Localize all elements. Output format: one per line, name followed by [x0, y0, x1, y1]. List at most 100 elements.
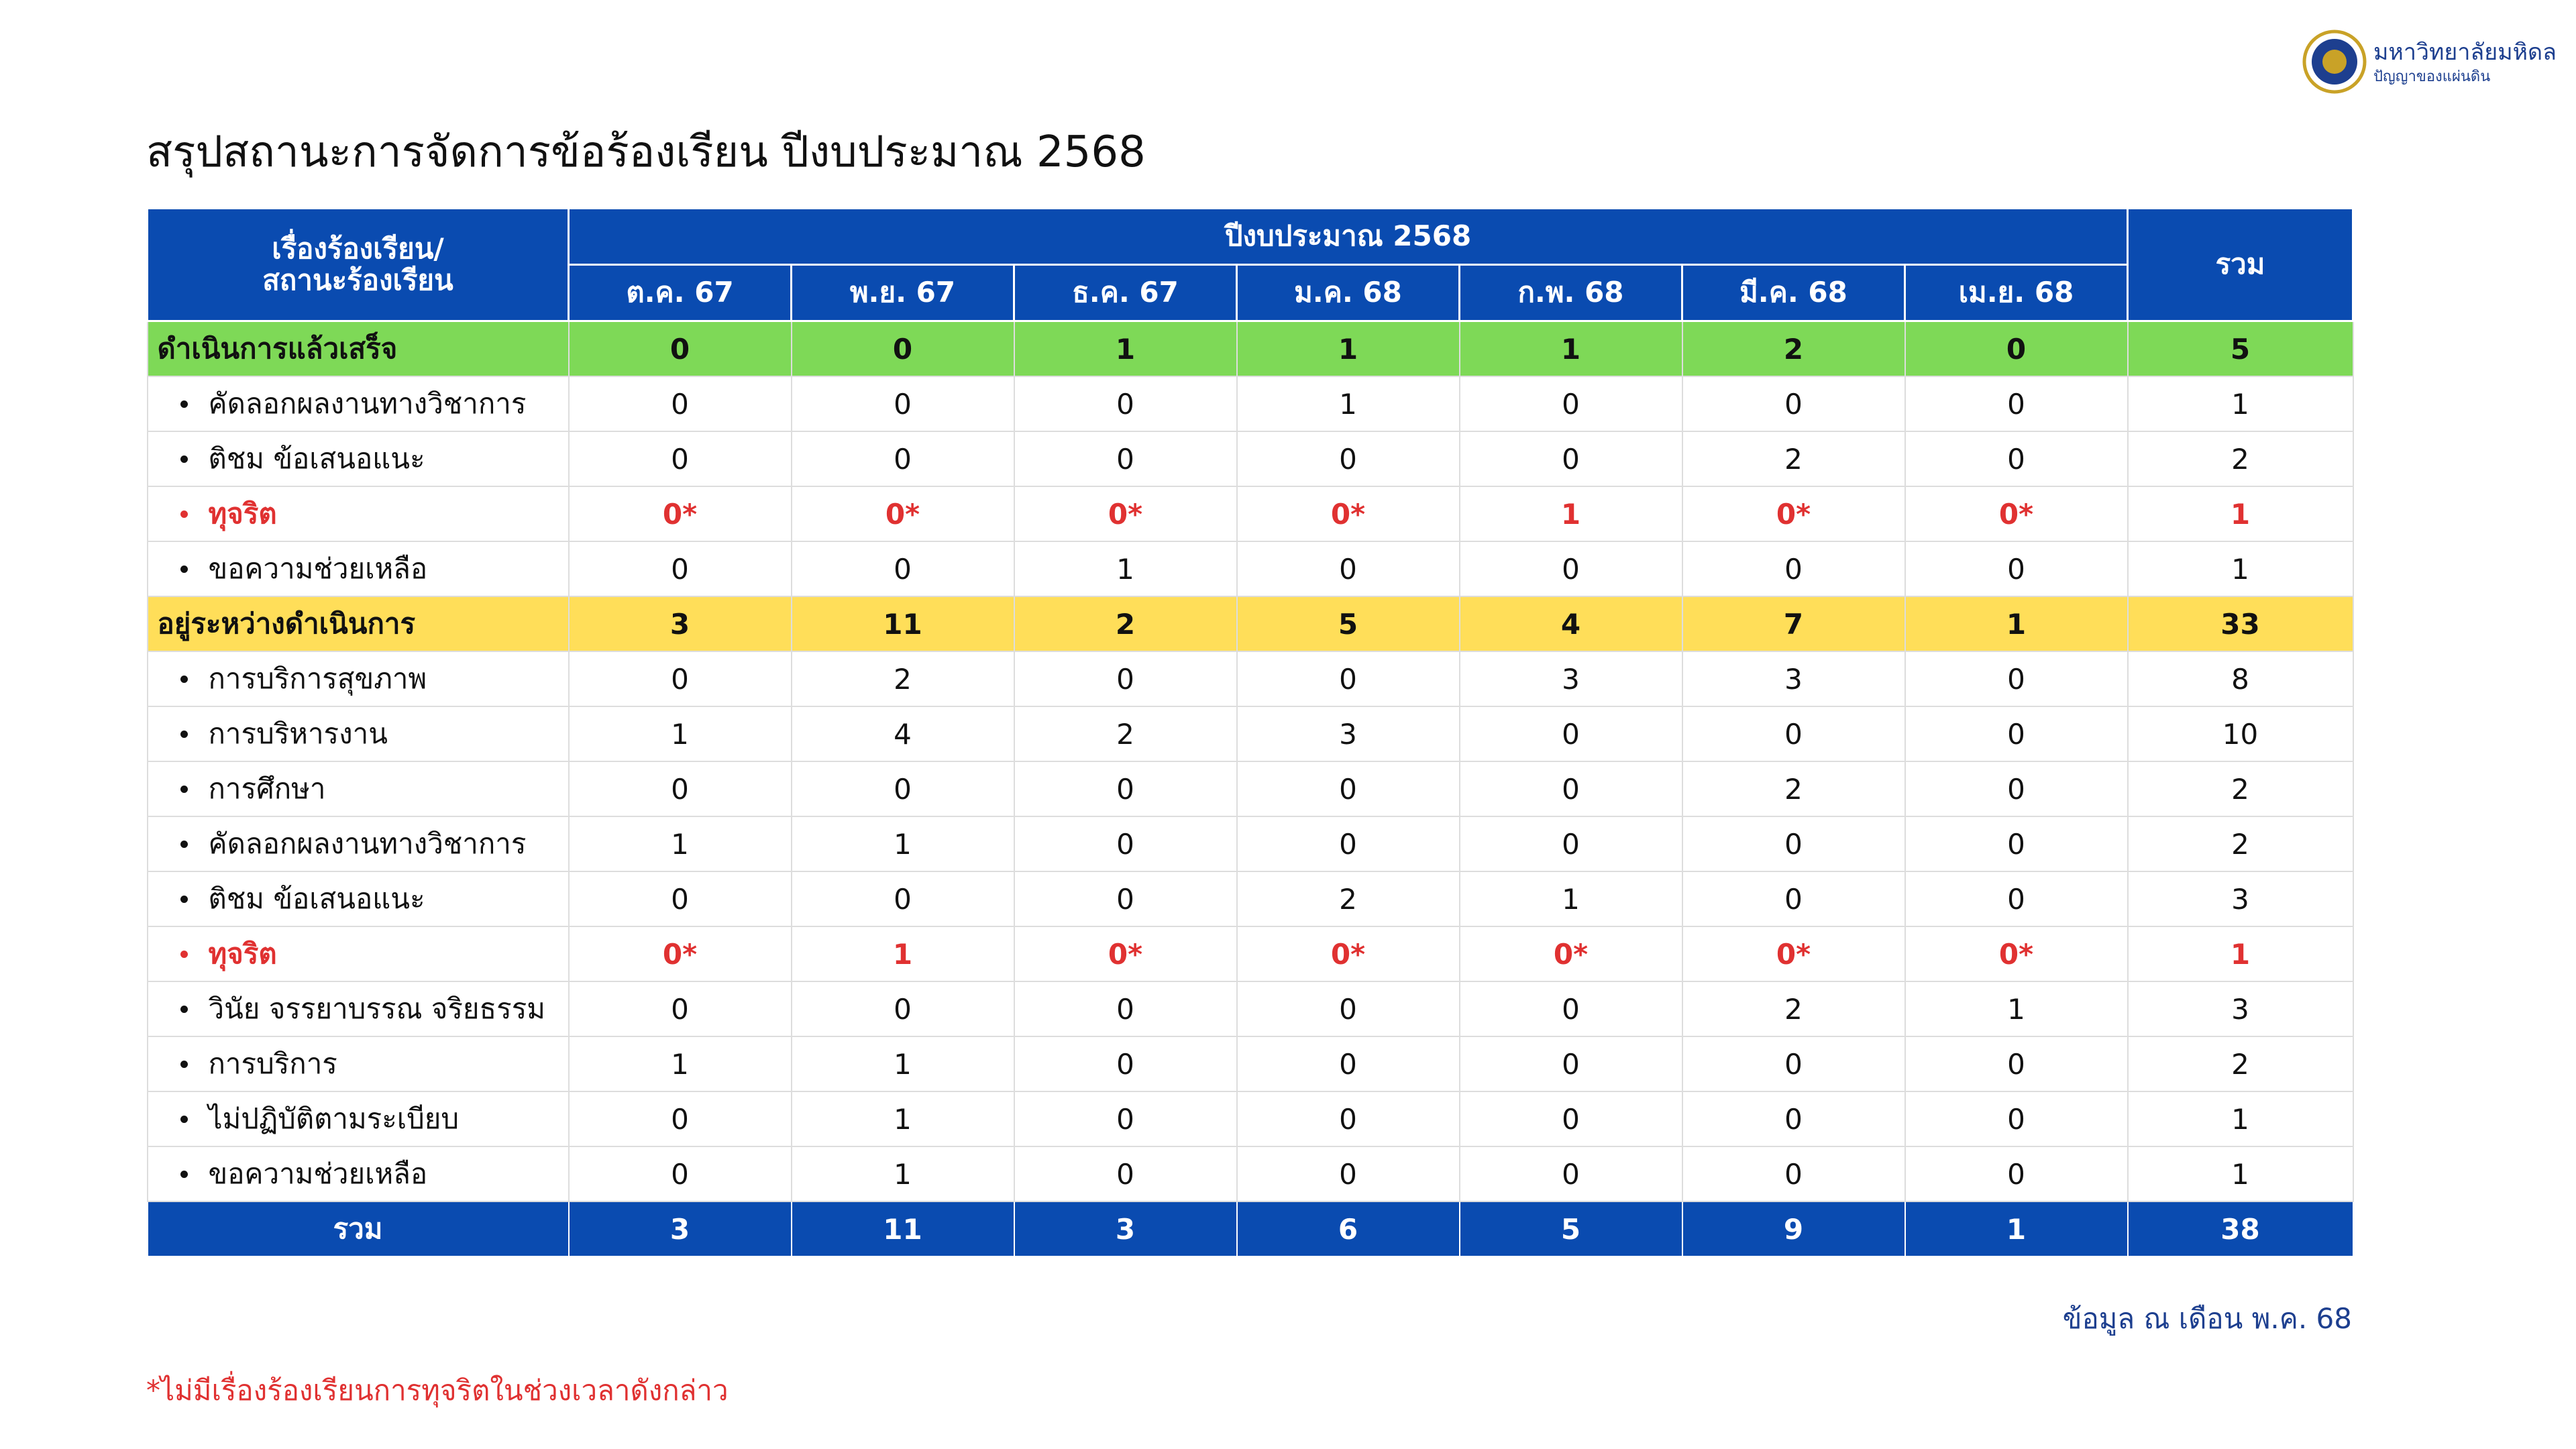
table-body: ดำเนินการแล้วเสร็จ 0 0 1 1 1 2 0 5 คัดลอกผลงานทาง…: [146, 320, 2354, 1257]
cell: 0: [568, 541, 792, 597]
cell: 3: [2127, 871, 2354, 927]
cell: 1: [1236, 320, 1460, 377]
cell: 1: [568, 706, 792, 762]
cell: 0: [1013, 1146, 1238, 1202]
cell: 0: [1236, 431, 1460, 487]
row-label: ดำเนินการแล้วเสร็จ: [146, 320, 570, 377]
cell: 0: [1681, 871, 1906, 927]
cell: 0: [1904, 1146, 2129, 1202]
section-row: ดำเนินการแล้วเสร็จ 0 0 1 1 1 2 0 5: [146, 320, 2354, 377]
month-header: ต.ค. 67: [568, 264, 792, 322]
cell: 0: [1904, 1091, 2129, 1147]
footnote: *ไม่มีเรื่องร้องเรียนการทุจริตในช่วงเวลา…: [146, 1374, 729, 1407]
item-row: การบริการสุขภาพ 0 2 0 0 3 3 0 8: [146, 651, 2354, 707]
item-row: ติชม ข้อเสนอแนะ 0 0 0 2 1 0 0 3: [146, 871, 2354, 927]
item-row: ไม่ปฏิบัติตามระเบียบ 0 1 0 0 0 0 0 1: [146, 1091, 2354, 1147]
cell: 0: [1458, 1091, 1683, 1147]
cell: 0: [1681, 541, 1906, 597]
cell: 0*: [568, 926, 792, 982]
row-label: การบริการ: [146, 1036, 570, 1092]
cell: 2: [2127, 816, 2354, 872]
row-label: อยู่ระหว่างดำเนินการ: [146, 596, 570, 652]
cell: 10: [2127, 706, 2354, 762]
cell: 0: [568, 761, 792, 817]
cell: 1: [2127, 1146, 2354, 1202]
cell: 0: [1681, 376, 1906, 432]
row-header: เรื่องร้องเรียน/สถานะร้องเรียน: [146, 207, 570, 322]
cell: 1: [790, 1146, 1015, 1202]
cell: 0: [1236, 1146, 1460, 1202]
row-label: ไม่ปฏิบัติตามระเบียบ: [146, 1091, 570, 1147]
cell: 0*: [1013, 926, 1238, 982]
cell: 0: [1458, 541, 1683, 597]
cell: 0: [1236, 651, 1460, 707]
cell: 33: [2127, 596, 2354, 652]
cell: 3: [1458, 651, 1683, 707]
month-header: ธ.ค. 67: [1013, 264, 1238, 322]
cell: 0: [790, 761, 1015, 817]
cell: 2: [1681, 320, 1906, 377]
cell: 0: [1458, 1146, 1683, 1202]
row-label: คัดลอกผลงานทางวิชาการ: [146, 816, 570, 872]
month-header: ม.ค. 68: [1236, 264, 1460, 322]
item-row: การบริการ 1 1 0 0 0 0 0 2: [146, 1036, 2354, 1092]
logo-name: มหาวิทยาลัยมหิดล: [2373, 39, 2557, 66]
cell: 2: [2127, 761, 2354, 817]
cell: 0: [1236, 761, 1460, 817]
cell: 11: [790, 596, 1015, 652]
row-label: ขอความช่วยเหลือ: [146, 1146, 570, 1202]
row-label: รวม: [146, 1201, 570, 1257]
cell: 1: [1458, 486, 1683, 542]
cell: 0*: [1236, 486, 1460, 542]
cell: 0: [568, 1091, 792, 1147]
cell: 0: [1013, 431, 1238, 487]
cell: 0: [1904, 431, 2129, 487]
total-header: รวม: [2127, 207, 2355, 322]
month-header: ก.พ. 68: [1458, 264, 1683, 322]
total-row: รวม 3 11 3 6 5 9 1 38: [146, 1201, 2354, 1257]
cell: 0: [1458, 816, 1683, 872]
cell: 0: [568, 1146, 792, 1202]
item-row: การศึกษา 0 0 0 0 0 2 0 2: [146, 761, 2354, 817]
cell: 1: [568, 1036, 792, 1092]
cell: 0: [1236, 1091, 1460, 1147]
cell: 2: [790, 651, 1015, 707]
cell: 4: [1458, 596, 1683, 652]
cell: 0: [1013, 761, 1238, 817]
cell: 0: [1904, 651, 2129, 707]
month-header: เม.ย. 68: [1903, 264, 2129, 322]
cell: 1: [1458, 320, 1683, 377]
cell: 0: [1236, 1036, 1460, 1092]
cell: 0: [1458, 981, 1683, 1037]
row-label: คัดลอกผลงานทางวิชาการ: [146, 376, 570, 432]
cell: 3: [568, 1201, 792, 1257]
cell: 1: [568, 816, 792, 872]
item-row: ขอความช่วยเหลือ 0 1 0 0 0 0 0 1: [146, 1146, 2354, 1202]
cell: 0: [1236, 816, 1460, 872]
section-row: อยู่ระหว่างดำเนินการ 3 11 2 5 4 7 1 33: [146, 596, 2354, 652]
cell: 1: [790, 1036, 1015, 1092]
cell: 0: [1681, 1036, 1906, 1092]
month-header: มี.ค. 68: [1681, 264, 1906, 322]
status-table: เรื่องร้องเรียน/สถานะร้องเรียน ปีงบประมาณ…: [146, 207, 2355, 1257]
item-row: ทุจริต 0* 0* 0* 0* 1 0* 0* 1: [146, 486, 2354, 542]
cell: 1: [2127, 486, 2354, 542]
cell: 2: [2127, 431, 2354, 487]
cell: 0: [1013, 816, 1238, 872]
item-row: ทุจริต 0* 1 0* 0* 0* 0* 0* 1: [146, 926, 2354, 982]
cell: 0: [1904, 871, 2129, 927]
cell: 0: [1904, 816, 2129, 872]
cell: 0: [1904, 761, 2129, 817]
cell: 7: [1681, 596, 1906, 652]
cell: 2: [1013, 706, 1238, 762]
cell: 0: [1458, 761, 1683, 817]
item-row: ขอความช่วยเหลือ 0 0 1 0 0 0 0 1: [146, 541, 2354, 597]
cell: 0: [568, 981, 792, 1037]
cell: 0: [1904, 706, 2129, 762]
cell: 1: [1013, 541, 1238, 597]
cell: 0: [790, 431, 1015, 487]
cell: 0: [1904, 541, 2129, 597]
cell: 0: [568, 871, 792, 927]
cell: 0: [1013, 1091, 1238, 1147]
